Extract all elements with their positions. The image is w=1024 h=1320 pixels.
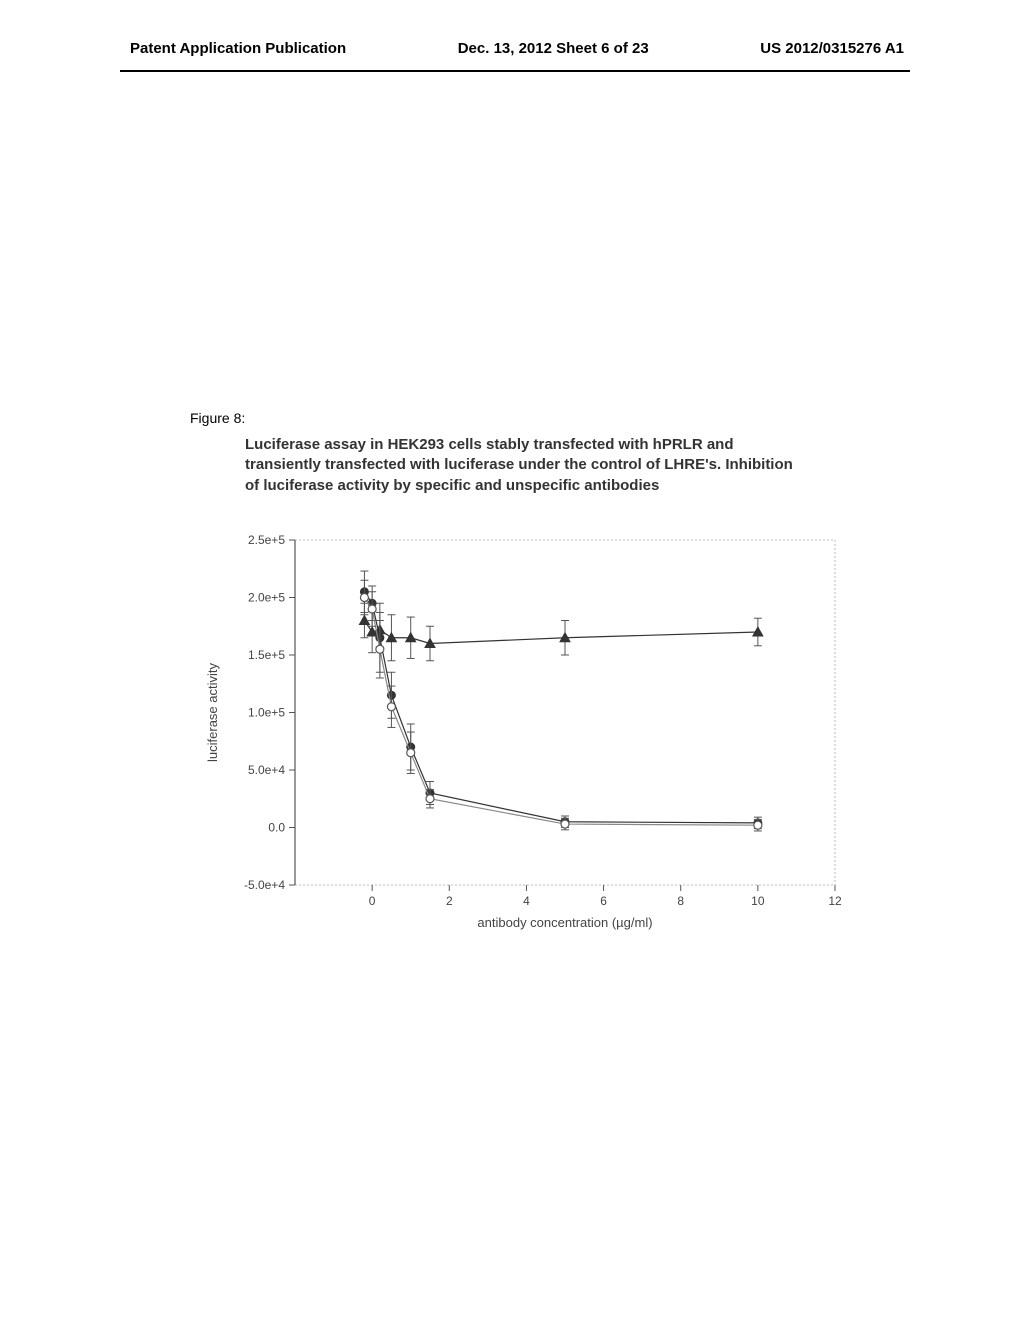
svg-text:8: 8 [677, 894, 684, 908]
svg-text:antibody concentration (µg/ml): antibody concentration (µg/ml) [477, 915, 652, 930]
svg-text:0: 0 [369, 894, 376, 908]
chart-svg: -5.0e+4 0.0 5.0e+4 1.0e+5 1.5e+5 2.0e+5 2.5e+5… [195, 525, 855, 945]
svg-text:2: 2 [446, 894, 453, 908]
svg-text:6: 6 [600, 894, 607, 908]
svg-text:12: 12 [828, 894, 842, 908]
figure-label: Figure 8: [190, 410, 245, 426]
svg-text:4: 4 [523, 894, 530, 908]
header-center: Dec. 13, 2012 Sheet 6 of 23 [458, 40, 649, 57]
header-right: US 2012/0315276 A1 [760, 40, 904, 57]
svg-text:-5.0e+4: -5.0e+4 [244, 878, 285, 892]
svg-text:2.5e+5: 2.5e+5 [248, 533, 285, 547]
svg-text:1.5e+5: 1.5e+5 [248, 648, 285, 662]
luciferase-chart: -5.0e+4 0.0 5.0e+4 1.0e+5 1.5e+5 2.0e+5 2.5e+5… [195, 525, 855, 945]
page-header: Patent Application Publication Dec. 13, … [0, 40, 1024, 57]
figure-title: Luciferase assay in HEK293 cells stably … [245, 435, 805, 496]
svg-text:5.0e+4: 5.0e+4 [248, 763, 285, 777]
svg-text:luciferase activity: luciferase activity [205, 663, 220, 762]
header-separator [120, 70, 910, 72]
svg-text:0.0: 0.0 [268, 821, 285, 835]
svg-text:1.0e+5: 1.0e+5 [248, 706, 285, 720]
svg-text:10: 10 [751, 894, 765, 908]
svg-text:2.0e+5: 2.0e+5 [248, 591, 285, 605]
header-left: Patent Application Publication [130, 40, 346, 57]
